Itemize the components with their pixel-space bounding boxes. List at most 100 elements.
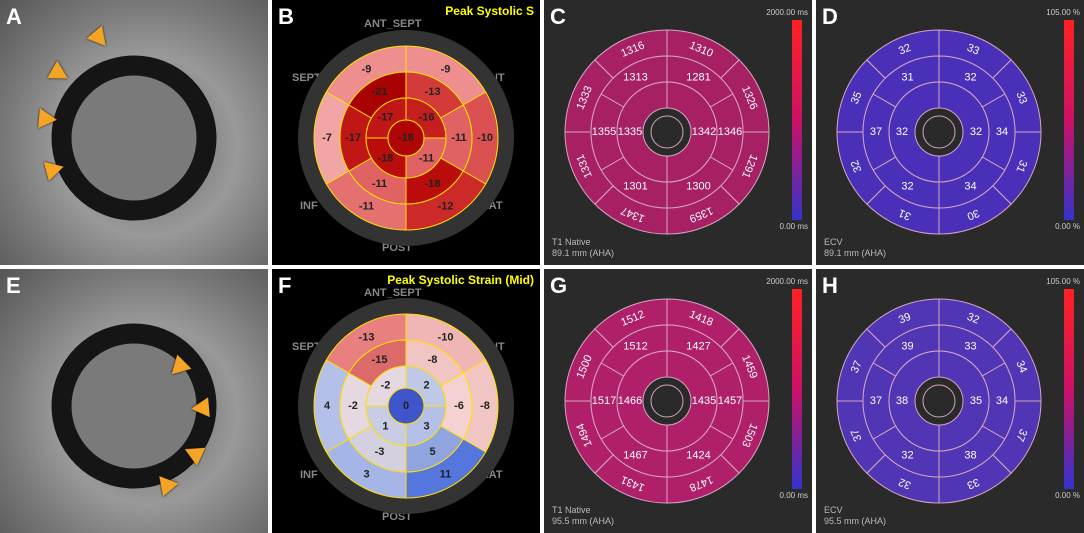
panel-a: A	[0, 0, 268, 265]
polar-footer: ECV89.1 mm (AHA)	[824, 237, 886, 259]
strain-title: Peak Systolic Strain (Mid)	[387, 273, 534, 287]
panel-label: E	[6, 273, 21, 299]
panel-d: 33333130313235323234343237313232105.00 %…	[816, 0, 1084, 265]
svg-text:1355: 1355	[592, 126, 616, 138]
panel-label: B	[278, 4, 294, 30]
svg-text:-12: -12	[438, 200, 454, 212]
svg-text:1466: 1466	[618, 395, 642, 407]
svg-text:-18: -18	[425, 177, 441, 189]
svg-text:-9: -9	[441, 63, 451, 75]
svg-text:1424: 1424	[687, 449, 711, 461]
svg-text:1346: 1346	[718, 126, 742, 138]
svg-text:37: 37	[870, 126, 882, 138]
panel-label: A	[6, 4, 22, 30]
svg-text:34: 34	[996, 126, 1008, 138]
svg-text:32: 32	[902, 181, 914, 193]
svg-text:1301: 1301	[624, 181, 648, 193]
colorbar-min: 0.00 %	[1055, 222, 1080, 231]
panel-g: 1418145915031478143114941500151214271457…	[544, 269, 812, 533]
colorbar-max: 2000.00 ms	[766, 277, 808, 286]
footer-line-1: ECV	[824, 505, 886, 516]
svg-text:-18: -18	[378, 152, 394, 164]
panel-e: E	[0, 269, 268, 533]
polar-footer: ECV95.5 mm (AHA)	[824, 505, 886, 527]
svg-text:3: 3	[423, 420, 429, 432]
panel-b: Peak Systolic SANT_SEPTSEPTANTINFLATPOST…	[272, 0, 540, 265]
colorbar-min: 0.00 ms	[780, 222, 808, 231]
svg-text:34: 34	[965, 181, 977, 193]
footer-line-1: T1 Native	[552, 237, 614, 248]
svg-text:32: 32	[965, 72, 977, 84]
polar-footer: T1 Native95.5 mm (AHA)	[552, 505, 614, 527]
svg-text:1427: 1427	[687, 340, 711, 352]
svg-text:-10: -10	[477, 131, 493, 143]
svg-text:-13: -13	[359, 332, 375, 344]
svg-text:37: 37	[870, 395, 882, 407]
svg-text:-11: -11	[359, 200, 374, 212]
svg-text:38: 38	[965, 449, 977, 461]
svg-text:-8: -8	[480, 400, 490, 412]
svg-text:1512: 1512	[624, 340, 648, 352]
colorbar-min: 0.00 ms	[780, 491, 808, 500]
svg-text:4: 4	[324, 400, 331, 412]
svg-text:31: 31	[902, 72, 914, 84]
svg-text:38: 38	[896, 395, 908, 407]
svg-text:2: 2	[423, 379, 429, 391]
svg-text:-17: -17	[345, 131, 361, 143]
svg-text:1313: 1313	[624, 72, 648, 84]
svg-text:-2: -2	[348, 400, 358, 412]
panel-label: F	[278, 273, 291, 299]
polar-footer: T1 Native89.1 mm (AHA)	[552, 237, 614, 259]
svg-text:-7: -7	[322, 131, 332, 143]
svg-text:32: 32	[896, 126, 908, 138]
panel-f: Peak Systolic Strain (Mid)ANT_SEPTSEPTAN…	[272, 269, 540, 533]
panel-label: H	[822, 273, 838, 299]
colorbar-max: 105.00 %	[1046, 277, 1080, 286]
svg-text:-11: -11	[372, 177, 387, 189]
svg-text:-6: -6	[454, 400, 464, 412]
svg-text:1: 1	[382, 420, 388, 432]
svg-text:1342: 1342	[692, 126, 716, 138]
svg-text:1467: 1467	[624, 449, 648, 461]
svg-text:3: 3	[363, 468, 369, 480]
svg-text:1281: 1281	[687, 72, 711, 84]
svg-text:1435: 1435	[692, 395, 716, 407]
svg-text:34: 34	[996, 395, 1008, 407]
svg-text:-17: -17	[378, 111, 394, 123]
svg-text:5: 5	[429, 446, 435, 458]
footer-line-1: ECV	[824, 237, 886, 248]
footer-line-2: 95.5 mm (AHA)	[824, 516, 886, 527]
panel-h: 32343733323737393334383237393538105.00 %…	[816, 269, 1084, 533]
svg-text:1335: 1335	[618, 126, 642, 138]
colorbar-max: 2000.00 ms	[766, 8, 808, 17]
svg-text:-16: -16	[419, 111, 435, 123]
strain-title: Peak Systolic S	[445, 4, 534, 18]
colorbar	[1064, 289, 1074, 489]
svg-text:33: 33	[965, 340, 977, 352]
footer-line-2: 89.1 mm (AHA)	[552, 248, 614, 259]
panel-label: D	[822, 4, 838, 30]
svg-text:32: 32	[902, 449, 914, 461]
svg-text:-8: -8	[428, 354, 438, 366]
panel-label: C	[550, 4, 566, 30]
panel-c: 1310132612911359134713311333131612811346…	[544, 0, 812, 265]
colorbar-max: 105.00 %	[1046, 8, 1080, 17]
figure-grid: A Peak Systolic SANT_SEPTSEPTANTINFLATPO…	[0, 0, 1084, 533]
svg-text:-11: -11	[451, 131, 466, 143]
svg-text:-15: -15	[372, 354, 388, 366]
footer-line-1: T1 Native	[552, 505, 614, 516]
colorbar-min: 0.00 %	[1055, 491, 1080, 500]
svg-text:-9: -9	[362, 63, 372, 75]
svg-text:-18: -18	[398, 131, 414, 143]
svg-text:32: 32	[970, 126, 982, 138]
svg-text:-10: -10	[438, 332, 454, 344]
svg-text:-2: -2	[381, 379, 391, 391]
svg-text:11: 11	[440, 468, 452, 480]
svg-text:39: 39	[902, 340, 914, 352]
colorbar	[792, 289, 802, 489]
svg-text:-13: -13	[425, 86, 441, 98]
svg-text:-3: -3	[375, 446, 385, 458]
footer-line-2: 89.1 mm (AHA)	[824, 248, 886, 259]
svg-text:35: 35	[970, 395, 982, 407]
svg-text:-11: -11	[419, 152, 434, 164]
